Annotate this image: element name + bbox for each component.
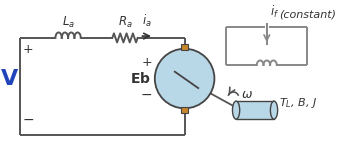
FancyBboxPatch shape bbox=[181, 107, 188, 113]
Text: +: + bbox=[142, 56, 152, 69]
Text: $\omega$: $\omega$ bbox=[241, 88, 252, 101]
Text: $i_f$: $i_f$ bbox=[271, 4, 280, 20]
Text: $R_a$: $R_a$ bbox=[118, 15, 132, 30]
FancyBboxPatch shape bbox=[181, 44, 188, 50]
Text: (constant): (constant) bbox=[279, 10, 337, 20]
Text: $T_L$, $B$, $J$: $T_L$, $B$, $J$ bbox=[279, 96, 318, 110]
Text: +: + bbox=[23, 43, 34, 56]
Ellipse shape bbox=[271, 101, 278, 119]
Text: −: − bbox=[23, 112, 35, 126]
Circle shape bbox=[155, 49, 214, 108]
Ellipse shape bbox=[233, 101, 240, 119]
FancyBboxPatch shape bbox=[236, 101, 274, 119]
Text: −: − bbox=[141, 88, 152, 102]
Text: $\bf{Eb}$: $\bf{Eb}$ bbox=[130, 71, 150, 86]
Text: $i_a$: $i_a$ bbox=[142, 13, 152, 29]
Text: V: V bbox=[1, 69, 18, 89]
Text: $L_a$: $L_a$ bbox=[62, 15, 75, 30]
